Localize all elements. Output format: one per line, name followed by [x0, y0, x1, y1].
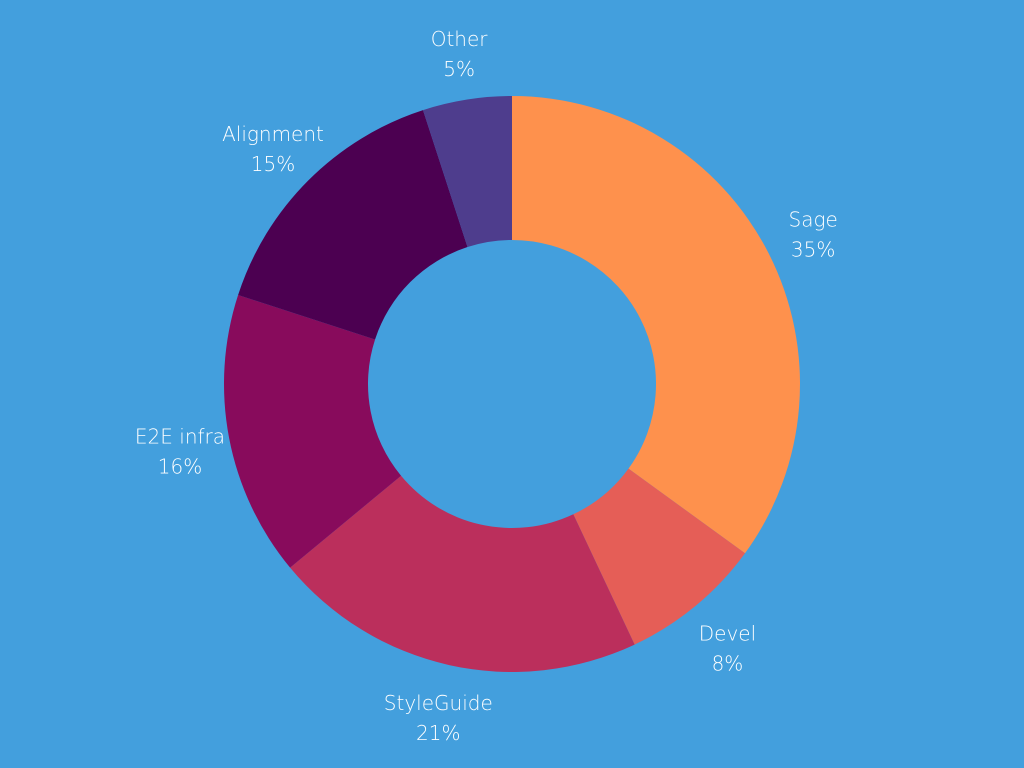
slice-percent: 5% — [443, 57, 475, 81]
slice-label-sage: Sage 35% — [789, 208, 838, 262]
slice-name: E2E infra — [135, 424, 225, 448]
slice-labels: Sage 35% Devel 8% StyleGuide 21% E2E infra 16% A… — [135, 27, 838, 745]
slice-sage — [512, 96, 800, 554]
slice-styleguide — [290, 475, 635, 672]
slice-name: Devel — [699, 621, 756, 645]
slice-alignment — [238, 110, 468, 340]
slice-devel — [573, 468, 745, 645]
slice-label-alignment: Alignment 15% — [222, 122, 324, 176]
donut-slices — [223, 96, 800, 672]
slice-percent: 8% — [712, 651, 744, 675]
slice-name: StyleGuide — [384, 691, 493, 715]
slice-e2e-infra — [223, 295, 402, 568]
slice-percent: 15% — [251, 152, 295, 176]
slice-label-other: Other 5% — [431, 27, 489, 81]
slice-percent: 16% — [158, 454, 202, 478]
slice-percent: 35% — [791, 238, 835, 262]
slice-percent: 21% — [416, 721, 460, 745]
slice-label-e2e-infra: E2E infra 16% — [135, 424, 225, 478]
slice-name: Alignment — [222, 122, 324, 146]
slice-other — [423, 96, 512, 248]
slice-name: Sage — [789, 208, 838, 232]
slice-name: Other — [431, 27, 489, 51]
slice-label-styleguide: StyleGuide 21% — [384, 691, 493, 745]
slice-label-devel: Devel 8% — [699, 621, 756, 675]
